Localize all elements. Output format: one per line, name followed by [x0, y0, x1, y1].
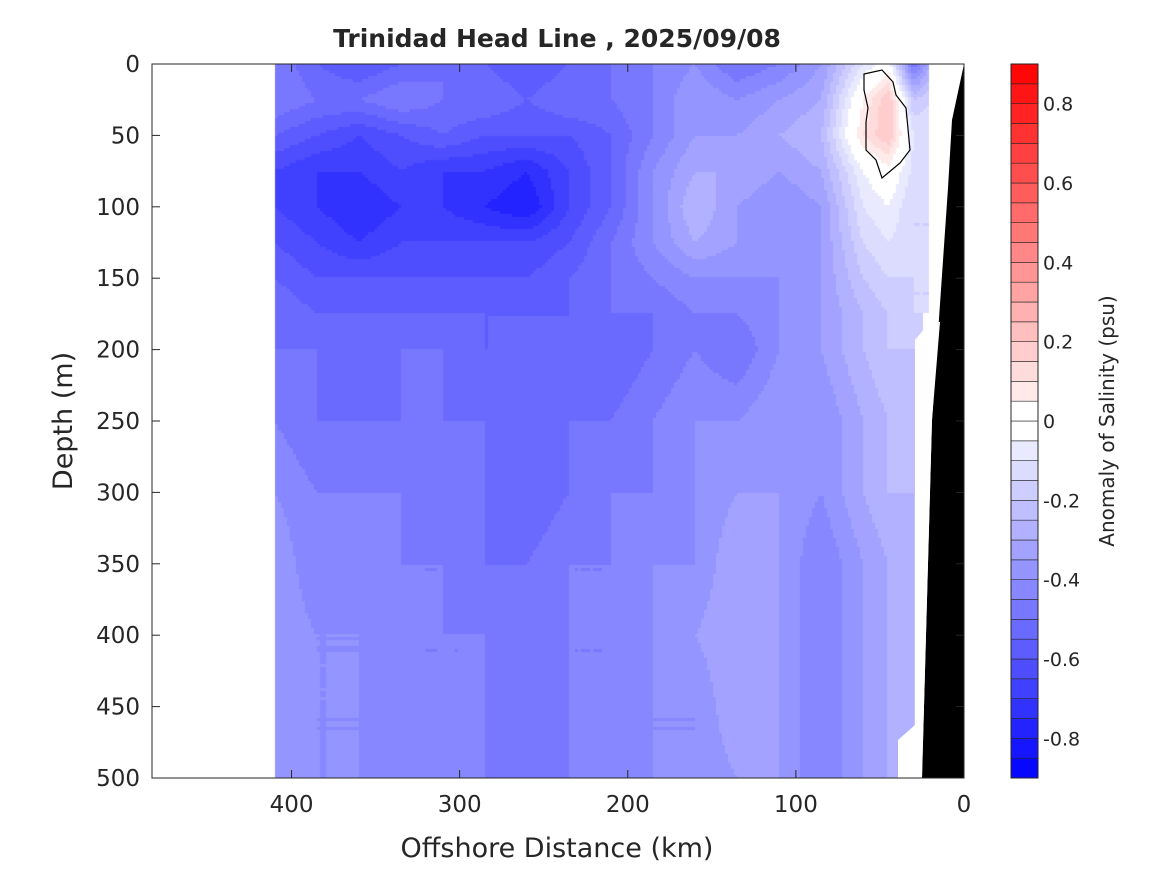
colorbar-tick-label: 0 [1043, 411, 1055, 433]
y-axis-label: Depth (m) [48, 352, 79, 490]
colorbar-swatch [1010, 162, 1039, 184]
x-tick-label: 200 [606, 792, 650, 818]
y-tick-label: 300 [96, 480, 140, 506]
colorbar-tick-label: 0.4 [1043, 252, 1073, 274]
colorbar-swatch [1010, 480, 1039, 501]
colorbar-swatch [1010, 519, 1039, 541]
colorbar-swatch [1010, 341, 1039, 362]
colorbar-swatch [1010, 599, 1039, 620]
y-tick-label: 400 [96, 623, 140, 649]
colorbar-swatch [1010, 698, 1039, 719]
x-tick-label: 400 [270, 792, 314, 818]
colorbar-swatch [1010, 460, 1039, 481]
colorbar-swatch [1010, 262, 1039, 283]
y-tick-label: 450 [96, 695, 140, 721]
colorbar-tick-label: -0.4 [1043, 570, 1080, 592]
colorbar-swatch [1010, 738, 1039, 759]
colorbar-swatch [1010, 500, 1039, 521]
y-tick-label: 250 [96, 409, 140, 435]
colorbar-tick-label: -0.2 [1043, 490, 1080, 512]
colorbar-swatch [1010, 83, 1039, 104]
y-tick-label: 0 [125, 52, 140, 78]
colorbar-swatch [1010, 361, 1039, 382]
y-tick-label: 500 [96, 766, 140, 792]
colorbar-swatch [1010, 143, 1039, 164]
x-tick-label: 0 [957, 792, 972, 818]
colorbar-tick-label: 0.6 [1043, 173, 1073, 195]
colorbar-swatch [1010, 182, 1039, 204]
colorbar-swatch [1010, 440, 1039, 461]
colorbar-swatch [1010, 559, 1039, 580]
colorbar-swatch [1010, 757, 1039, 779]
colorbar-swatch [1010, 420, 1039, 442]
x-tick-label: 100 [774, 792, 818, 818]
colorbar-swatch [1010, 658, 1039, 680]
colorbar-swatch [1010, 381, 1039, 402]
colorbar-swatch [1010, 202, 1039, 223]
no-data-mask [898, 322, 940, 778]
colorbar-swatch [1010, 123, 1039, 144]
colorbar-swatch [1010, 579, 1039, 600]
colorbar-tick-label: 0.2 [1043, 332, 1073, 354]
colorbar-tick-label: -0.8 [1043, 728, 1080, 750]
zero-contour-line [863, 69, 911, 180]
y-tick-label: 150 [96, 266, 140, 292]
chart-title: Trinidad Head Line , 2025/09/08 [333, 24, 781, 53]
colorbar-frame [1010, 63, 1039, 779]
colorbar-swatch [1010, 638, 1039, 660]
x-axis-label: Offshore Distance (km) [401, 833, 714, 864]
colorbar-tick-label: -0.6 [1043, 649, 1080, 671]
colorbar-label: Anomaly of Salinity (psu) [1095, 295, 1119, 546]
colorbar-swatch [1010, 539, 1039, 561]
colorbar-tick-label: 0.8 [1043, 94, 1073, 116]
colorbar-swatch [1010, 321, 1039, 342]
plot-frame [151, 63, 965, 779]
x-tick-label: 300 [438, 792, 482, 818]
colorbar-swatch [1010, 718, 1039, 739]
colorbar-swatch [1010, 400, 1039, 422]
salinity-anomaly-field [152, 64, 964, 778]
colorbar-swatch [1010, 619, 1039, 640]
colorbar-swatch [1010, 301, 1039, 323]
y-tick-label: 100 [96, 195, 140, 221]
colorbar-swatch [1010, 63, 1039, 85]
y-tick-label: 200 [96, 338, 140, 364]
colorbar-swatch [1010, 222, 1039, 243]
y-tick-label: 50 [111, 123, 140, 149]
colorbar-swatch [1010, 281, 1039, 303]
y-tick-label: 350 [96, 552, 140, 578]
colorbar-swatch [1010, 678, 1039, 699]
colorbar-swatch [1010, 103, 1039, 124]
bathymetry-seafloor [922, 64, 964, 778]
colorbar-swatch [1010, 242, 1039, 263]
